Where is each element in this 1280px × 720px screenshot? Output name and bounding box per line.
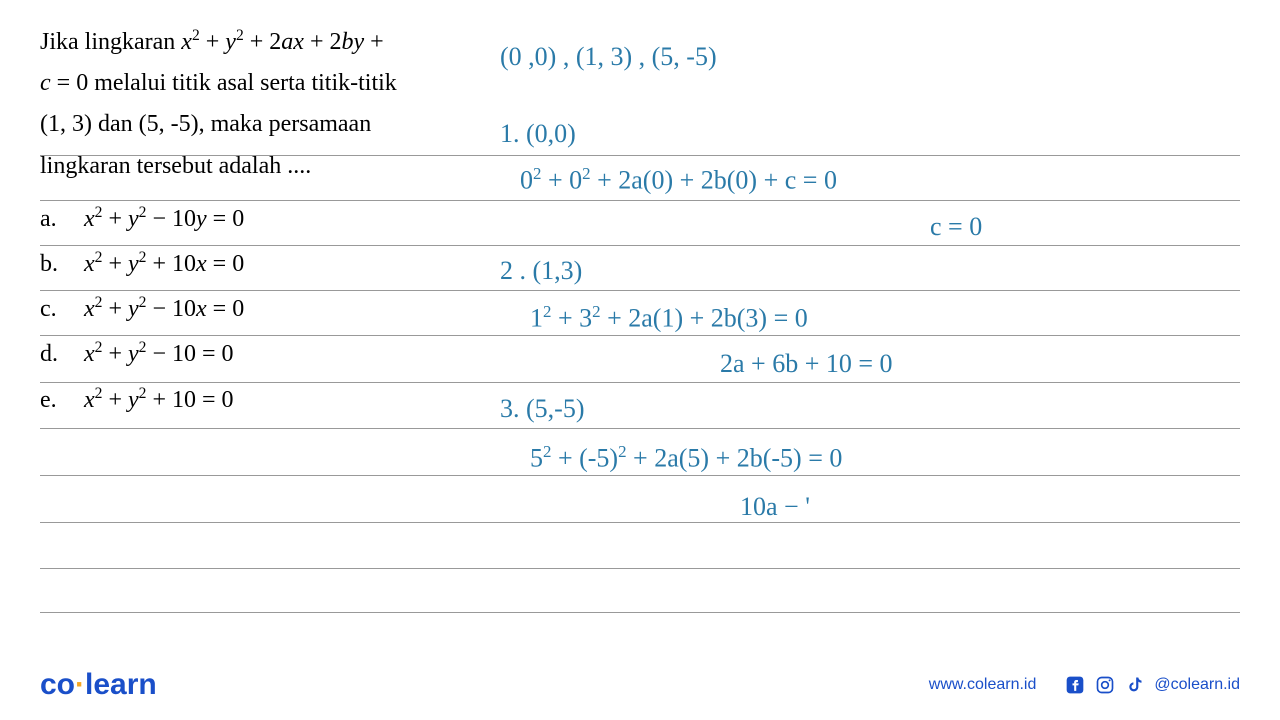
question-line-1: Jika lingkaran x2 + y2 + 2ax + 2by + [40,24,480,61]
question-panel: Jika lingkaran x2 + y2 + 2ax + 2by + c =… [40,24,480,640]
logo-pre: co [40,668,75,701]
option-a: a. x2 + y2 − 10y = 0 [40,201,480,238]
hw-step2-result: 2a + 6b + 10 = 0 [720,349,893,379]
instagram-icon [1094,674,1116,696]
logo-dot-icon: · [75,668,85,701]
option-letter: e. [40,382,84,419]
handwriting-panel: (0 ,0) , (1, 3) , (5, -5) 1. (0,0) 02 + … [480,24,1240,640]
footer-bar: co·learn www.colearn.id @colearn.id [0,650,1280,720]
option-text: x2 + y2 + 10x = 0 [84,246,244,283]
option-letter: c. [40,291,84,328]
option-b: b. x2 + y2 + 10x = 0 [40,246,480,283]
question-line-2: c = 0 melalui titik asal serta titik-tit… [40,65,480,102]
social-handle: @colearn.id [1154,676,1240,694]
hw-step3-result: 10a − ' [740,492,810,522]
hw-step3-eq: 52 + (-5)2 + 2a(5) + 2b(-5) = 0 [530,442,842,474]
option-text: x2 + y2 − 10y = 0 [84,201,244,238]
social-links: @colearn.id [1064,674,1240,696]
hw-step2-label: 2 . (1,3) [500,256,582,286]
hw-step1-eq: 02 + 02 + 2a(0) + 2b(0) + c = 0 [520,164,837,196]
option-text: x2 + y2 + 10 = 0 [84,382,234,419]
tiktok-icon [1124,674,1146,696]
hw-step3-label: 3. (5,-5) [500,394,584,424]
option-text: x2 + y2 − 10x = 0 [84,291,244,328]
option-letter: b. [40,246,84,283]
question-line-3: (1, 3) dan (5, -5), maka persamaan [40,106,480,143]
hw-step2-eq: 12 + 32 + 2a(1) + 2b(3) = 0 [530,302,808,334]
option-letter: d. [40,336,84,373]
question-line-4: lingkaran tersebut adalah .... [40,148,480,185]
hw-step1-label: 1. (0,0) [500,119,576,149]
option-letter: a. [40,201,84,238]
facebook-icon [1064,674,1086,696]
hw-step1-result: c = 0 [930,212,982,242]
hw-points: (0 ,0) , (1, 3) , (5, -5) [500,42,717,72]
brand-logo: co·learn [40,668,157,702]
option-text: x2 + y2 − 10 = 0 [84,336,234,373]
option-e: e. x2 + y2 + 10 = 0 [40,382,480,419]
footer-url: www.colearn.id [929,676,1037,694]
logo-post: learn [85,668,157,701]
option-d: d. x2 + y2 − 10 = 0 [40,336,480,373]
options-list: a. x2 + y2 − 10y = 0 b. x2 + y2 + 10x = … [40,201,480,419]
option-c: c. x2 + y2 − 10x = 0 [40,291,480,328]
